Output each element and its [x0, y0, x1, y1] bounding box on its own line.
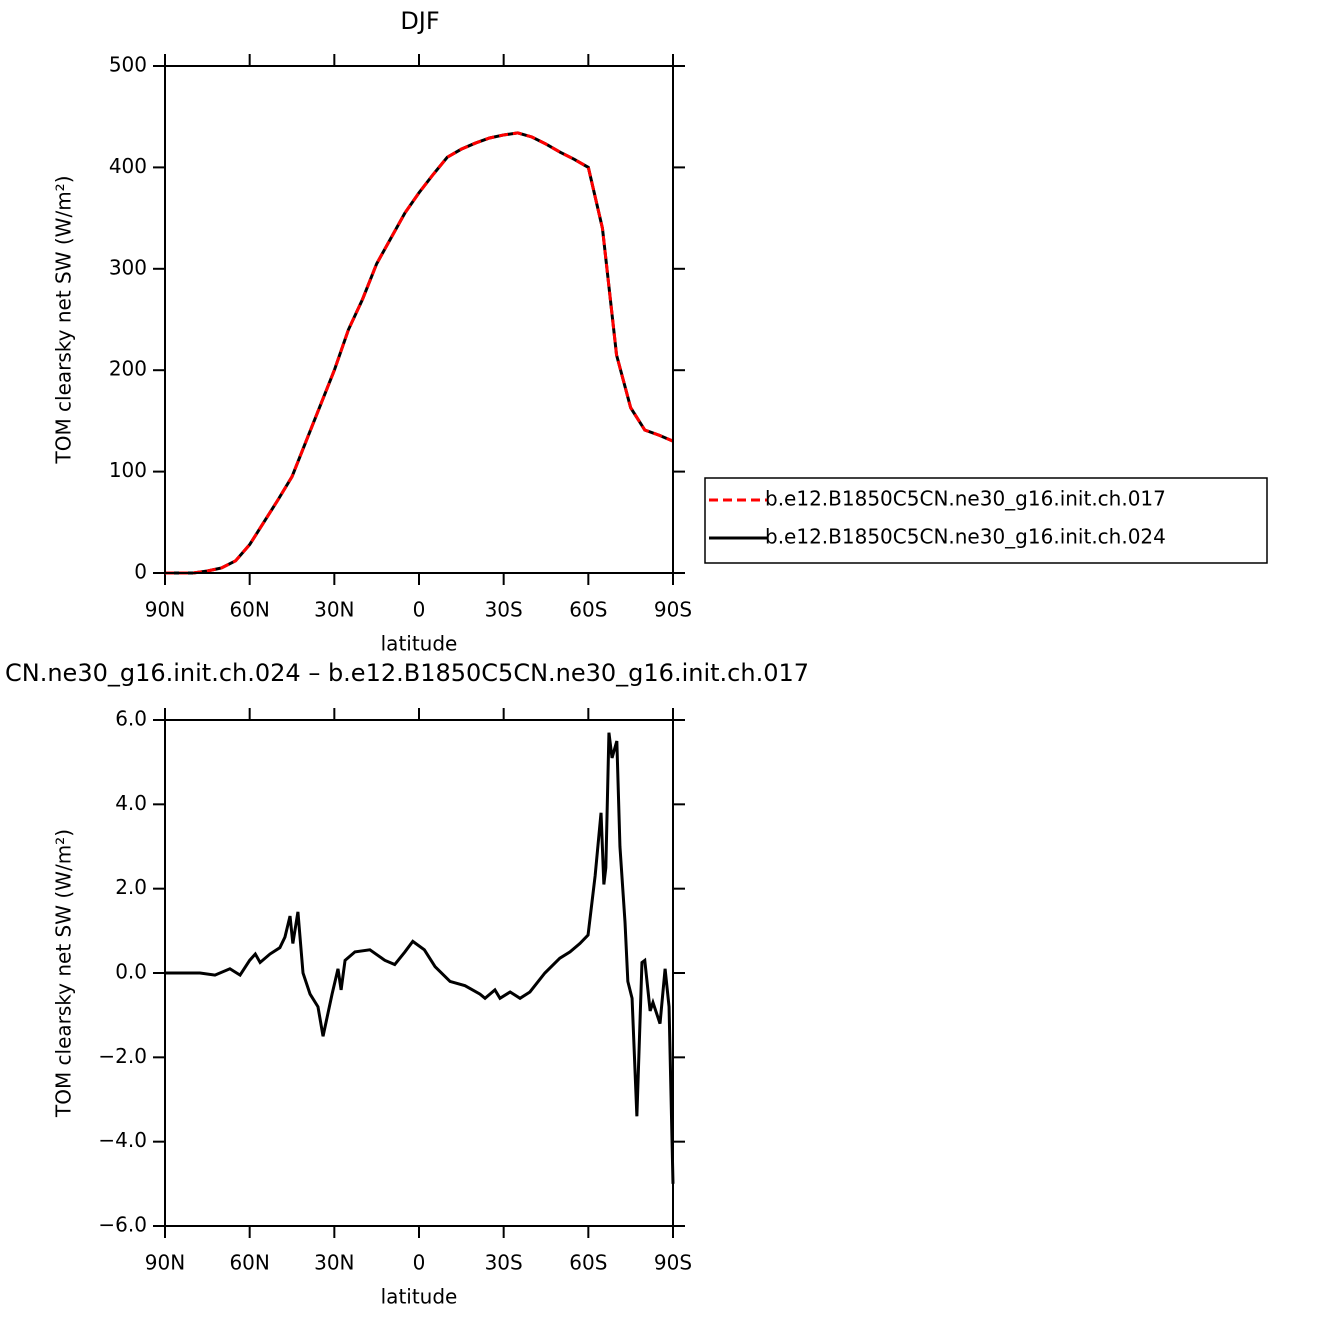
legend-label: b.e12.B1850C5CN.ne30_g16.init.ch.024	[765, 525, 1166, 549]
x-axis-label: latitude	[381, 1285, 458, 1309]
x-tick-label: 60S	[569, 1251, 607, 1275]
x-tick-label: 90N	[145, 598, 185, 622]
y-tick-label: −6.0	[98, 1213, 147, 1237]
legend-label: b.e12.B1850C5CN.ne30_g16.init.ch.017	[765, 487, 1166, 511]
y-tick-label: 500	[109, 53, 147, 77]
y-axis-label: TOM clearsky net SW (W/m²)	[52, 829, 76, 1118]
y-tick-label: −4.0	[98, 1128, 147, 1152]
y-tick-label: 0.0	[115, 960, 147, 984]
series-line	[165, 732, 675, 1184]
x-tick-label: 30S	[485, 598, 523, 622]
x-axis-label: latitude	[381, 632, 458, 656]
y-tick-label: 400	[109, 154, 147, 178]
y-tick-label: −2.0	[98, 1044, 147, 1068]
plot-frame	[164, 719, 674, 1227]
x-tick-label: 60N	[229, 598, 269, 622]
x-tick-label: 60S	[569, 598, 607, 622]
series-line	[165, 131, 674, 575]
y-tick-label: 4.0	[115, 791, 147, 815]
plot-frame	[164, 65, 674, 574]
x-tick-label: 0	[413, 598, 426, 622]
y-tick-label: 300	[109, 255, 147, 279]
x-tick-label: 0	[413, 1251, 426, 1275]
x-tick-label: 90N	[145, 1251, 185, 1275]
y-tick-label: 200	[109, 357, 147, 381]
chart-title: CN.ne30_g16.init.ch.024 – b.e12.B1850C5C…	[5, 659, 809, 687]
y-tick-label: 100	[109, 458, 147, 482]
y-tick-label: 6.0	[115, 707, 147, 731]
x-tick-label: 30S	[485, 1251, 523, 1275]
chart-title: DJF	[400, 7, 439, 35]
legend-box	[704, 477, 1268, 564]
x-tick-label: 60N	[229, 1251, 269, 1275]
x-tick-label: 90S	[654, 1251, 692, 1275]
x-tick-label: 30N	[314, 598, 354, 622]
y-tick-label: 0	[134, 560, 147, 584]
y-tick-label: 2.0	[115, 875, 147, 899]
y-axis-label: TOM clearsky net SW (W/m²)	[52, 175, 76, 464]
series-line	[165, 131, 674, 575]
x-tick-label: 30N	[314, 1251, 354, 1275]
x-tick-label: 90S	[654, 598, 692, 622]
